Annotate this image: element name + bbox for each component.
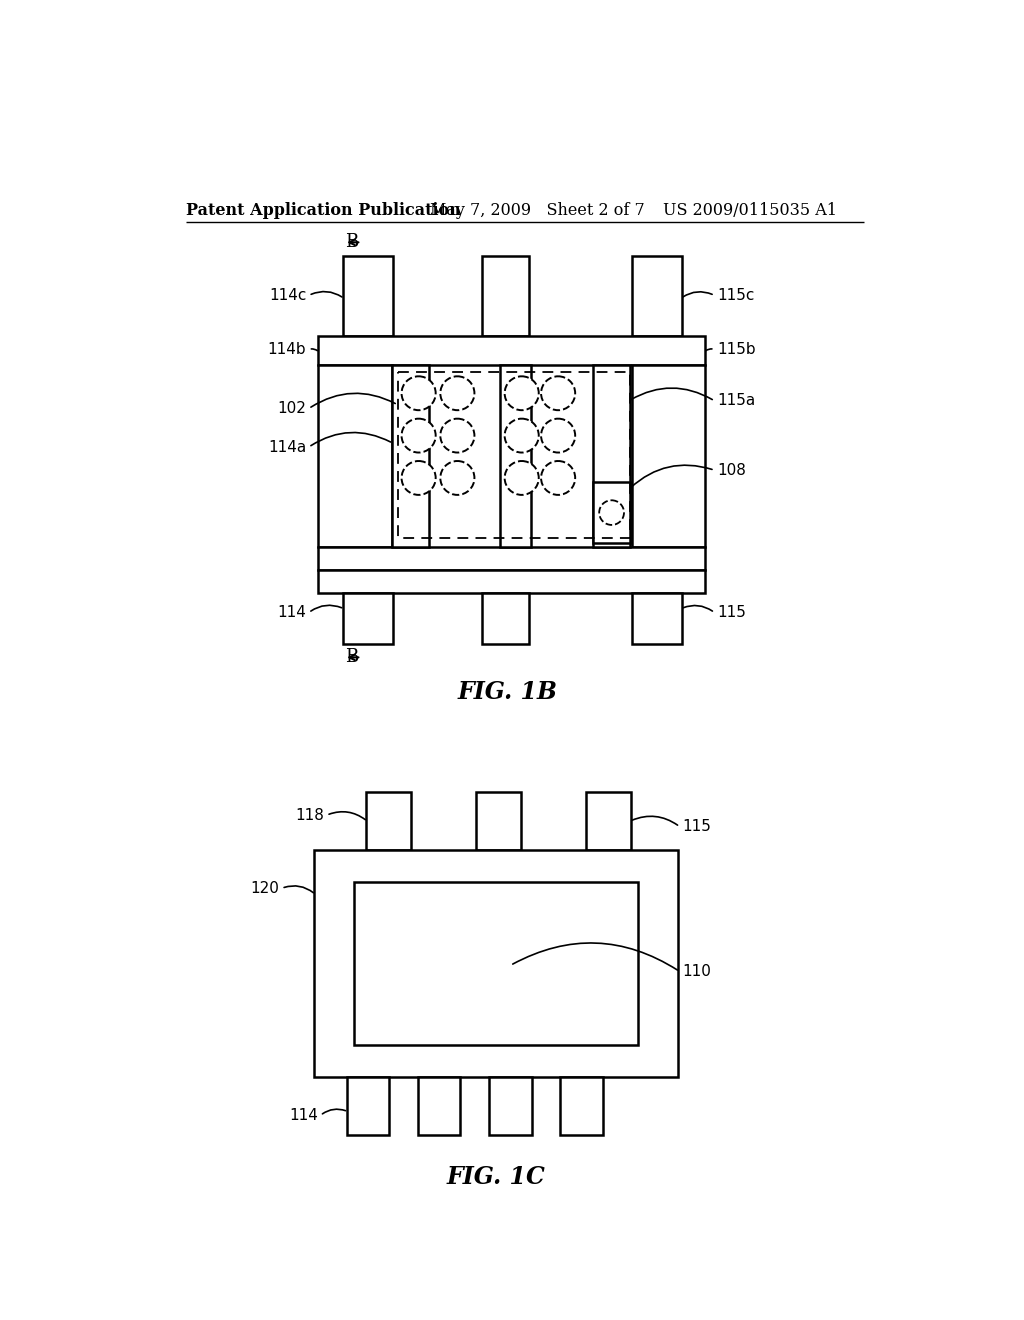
Circle shape	[505, 461, 539, 495]
Bar	[482, 594, 528, 644]
Bar	[391, 364, 429, 548]
Bar	[632, 594, 682, 644]
Bar	[593, 482, 630, 544]
Bar	[366, 792, 411, 850]
Bar	[346, 1077, 389, 1135]
Text: FIG. 1B: FIG. 1B	[458, 680, 558, 704]
Text: FIG. 1C: FIG. 1C	[446, 1166, 546, 1189]
Circle shape	[401, 461, 435, 495]
Circle shape	[599, 500, 624, 525]
Bar	[343, 256, 393, 335]
Bar	[560, 1077, 603, 1135]
Circle shape	[541, 418, 575, 453]
Text: 115c: 115c	[717, 288, 755, 304]
Bar	[397, 372, 630, 539]
Bar	[500, 364, 531, 548]
Bar	[476, 792, 521, 850]
Text: Patent Application Publication: Patent Application Publication	[186, 202, 461, 219]
Text: US 2009/0115035 A1: US 2009/0115035 A1	[663, 202, 837, 219]
Circle shape	[440, 376, 474, 411]
Text: 115: 115	[717, 605, 745, 620]
Bar	[586, 792, 631, 850]
Bar	[489, 1077, 531, 1135]
Text: 114: 114	[278, 605, 306, 620]
Bar	[593, 364, 630, 548]
Text: May 7, 2009   Sheet 2 of 7: May 7, 2009 Sheet 2 of 7	[430, 202, 645, 219]
Bar	[482, 256, 528, 335]
Text: 108: 108	[717, 463, 745, 478]
Text: 115b: 115b	[717, 342, 756, 356]
Circle shape	[505, 376, 539, 411]
Circle shape	[440, 418, 474, 453]
Circle shape	[541, 461, 575, 495]
Circle shape	[440, 461, 474, 495]
Text: 115: 115	[682, 820, 711, 834]
Text: 115a: 115a	[717, 393, 756, 408]
Text: B: B	[345, 648, 358, 667]
Text: 102: 102	[278, 401, 306, 416]
Circle shape	[505, 418, 539, 453]
Bar	[317, 548, 706, 570]
Text: 114: 114	[289, 1107, 317, 1123]
Circle shape	[401, 418, 435, 453]
Bar	[343, 594, 393, 644]
Text: 114a: 114a	[268, 440, 306, 454]
Bar	[314, 850, 678, 1077]
Text: 114c: 114c	[269, 288, 306, 304]
Text: 120: 120	[250, 880, 280, 896]
Circle shape	[541, 376, 575, 411]
Text: 118: 118	[295, 808, 324, 822]
Bar	[317, 335, 706, 364]
Bar	[317, 570, 706, 594]
Bar	[317, 364, 391, 548]
Text: B: B	[345, 234, 358, 251]
Text: 110: 110	[682, 964, 711, 979]
Text: 114b: 114b	[267, 342, 306, 356]
Bar	[632, 256, 682, 335]
Bar	[632, 364, 706, 548]
Circle shape	[401, 376, 435, 411]
Bar	[354, 882, 638, 1044]
Bar	[418, 1077, 461, 1135]
